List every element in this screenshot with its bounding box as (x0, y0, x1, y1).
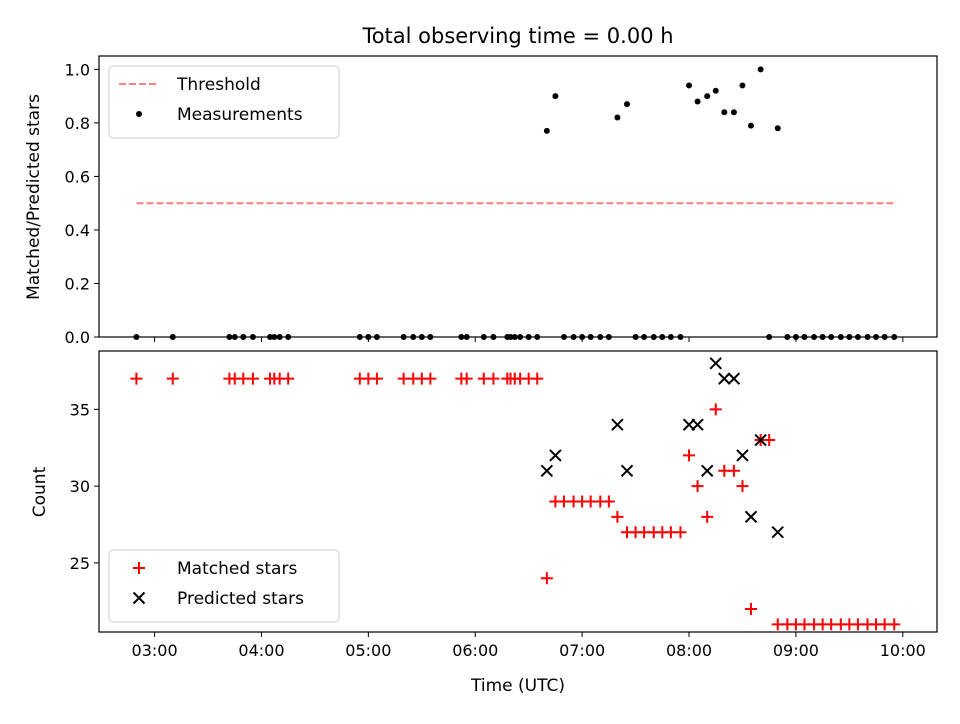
measurement-point (686, 82, 693, 89)
predicted-star-point (744, 510, 758, 524)
x-tick-label: 07:00 (559, 641, 605, 660)
legend-label: Measurements (177, 105, 303, 125)
chart-title: Total observing time = 0.00 h (361, 24, 673, 48)
top-y-tick-label: 0.4 (65, 221, 90, 240)
measurement-point (543, 127, 550, 134)
predicted-star-point (540, 464, 554, 477)
predicted-star-point (718, 372, 731, 385)
matched-star-point (763, 434, 776, 447)
matched-star-point (130, 372, 143, 385)
top-y-tick-label: 0.8 (65, 114, 90, 133)
predicted-star-point (736, 449, 749, 462)
matched-star-point (531, 372, 544, 385)
bottom-y-tick-label: 35 (70, 400, 90, 419)
top-y-tick-label: 0.6 (65, 167, 90, 186)
x-tick-label: 10:00 (880, 641, 926, 660)
matched-star-point (691, 480, 704, 493)
x-tick-label: 08:00 (666, 641, 712, 660)
measurement-point (704, 93, 711, 100)
measurement-point (748, 122, 755, 129)
matched-star-point (709, 403, 722, 416)
matched-star-point (674, 526, 687, 539)
x-tick-label: 03:00 (132, 641, 178, 660)
top-legend: Threshold Measurements (108, 65, 340, 139)
top-y-tick-label: 0.2 (65, 274, 90, 293)
bottom-axes-frame (98, 350, 938, 633)
measurement-point (774, 125, 781, 132)
measurement-point (614, 114, 621, 121)
bottom-panel: 03:00 04:00 05:00 06:00 07:00 08:00 09:00 10:00… (70, 350, 938, 660)
matched-star-point (736, 480, 749, 493)
x-tick-label: 06:00 (452, 641, 498, 660)
matched-star-point (282, 372, 295, 385)
top-y-tick-label: 0.0 (65, 328, 90, 347)
predicted-star-point (620, 464, 634, 477)
top-panel: 0.0 0.2 0.4 0.6 0.8 1.0 Threshold Measurements (65, 55, 938, 347)
matched-star-point (460, 372, 473, 385)
bottom-y-axis-label: Count (30, 466, 50, 517)
legend-label: Predicted stars (177, 589, 304, 609)
predicted-star-point (549, 449, 562, 462)
predicted-star-point (754, 433, 767, 447)
matched-star-point (540, 572, 553, 585)
matched-star-point (701, 510, 714, 523)
matched-star-point (424, 372, 437, 385)
measurement-point (712, 87, 719, 94)
bottom-y-tick-label: 25 (70, 554, 90, 573)
x-tick-label: 05:00 (345, 641, 391, 660)
top-axes-frame (98, 55, 938, 338)
x-axis-label: Time (UTC) (470, 676, 565, 696)
x-tick-label: 09:00 (773, 641, 819, 660)
measurement-point (739, 82, 746, 89)
legend-matched-swatch (133, 562, 145, 574)
matched-star-point (370, 372, 383, 385)
top-y-tick-label: 1.0 (65, 60, 90, 79)
top-y-axis-label: Matched/Predicted stars (24, 94, 44, 300)
matched-star-point (745, 602, 758, 615)
measurement-point (721, 109, 728, 116)
predicted-star-point (691, 418, 704, 431)
measurement-point (730, 109, 737, 116)
predicted-star-point (771, 525, 784, 539)
measurement-point (757, 66, 764, 73)
x-tick-label: 04:00 (238, 641, 284, 660)
predicted-star-point (700, 464, 714, 477)
legend-predicted-swatch (132, 591, 146, 605)
legend-measurement-swatch (136, 111, 142, 117)
legend-label: Matched stars (177, 559, 297, 579)
predicted-star-point (611, 418, 624, 431)
legend-box (108, 65, 340, 139)
matched-star-point (602, 495, 615, 508)
legend-box (108, 549, 340, 623)
matched-star-point (888, 618, 901, 631)
bottom-legend: Matched stars Predicted stars (108, 549, 340, 623)
legend-label: Threshold (176, 75, 261, 95)
matched-star-point (246, 372, 259, 385)
predicted-star-point (727, 372, 741, 385)
matched-star-point (611, 510, 624, 523)
matched-star-point (683, 449, 696, 462)
measurement-point (552, 93, 559, 100)
measurement-point (694, 98, 701, 105)
matched-star-point (727, 464, 740, 477)
measurement-point (624, 101, 631, 108)
bottom-y-tick-label: 30 (70, 477, 90, 496)
predicted-star-point (709, 357, 722, 370)
matched-star-point (166, 372, 179, 385)
matched-star-point (487, 372, 500, 385)
